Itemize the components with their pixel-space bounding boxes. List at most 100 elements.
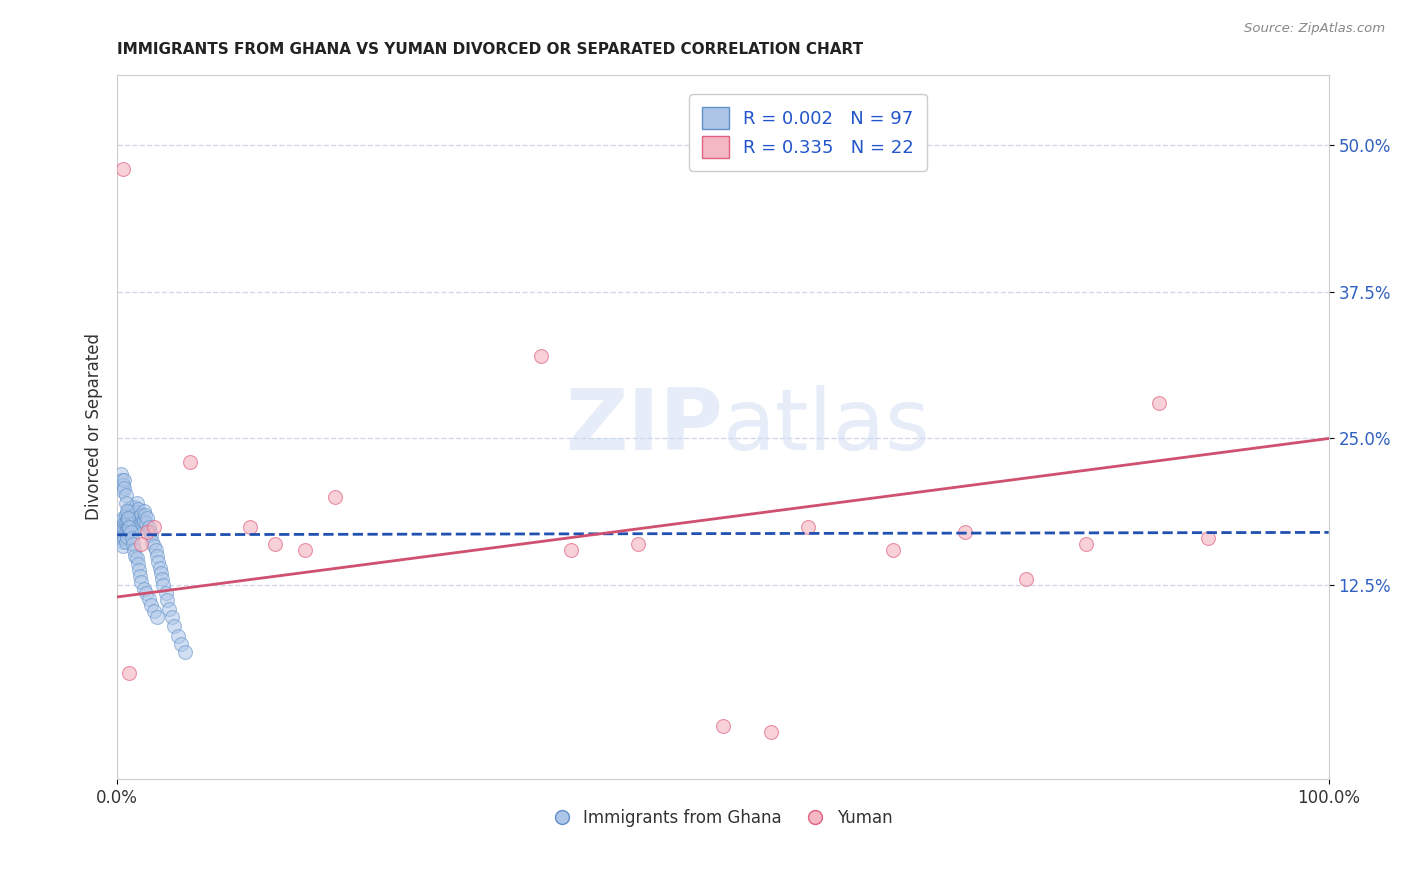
Point — [120, 508, 142, 522]
Point — [157, 601, 180, 615]
Point — [156, 593, 179, 607]
Legend: Immigrants from Ghana, Yuman: Immigrants from Ghana, Yuman — [547, 803, 900, 834]
Point — [118, 504, 141, 518]
Point — [114, 516, 136, 530]
Point — [166, 629, 188, 643]
Point — [239, 519, 262, 533]
Point — [121, 531, 143, 545]
Point — [131, 514, 153, 528]
Point — [761, 725, 783, 739]
Point — [1197, 531, 1219, 545]
Point — [146, 549, 169, 563]
Point — [115, 504, 138, 518]
Point — [294, 543, 316, 558]
Point — [132, 514, 155, 528]
Point — [138, 592, 160, 607]
Point — [131, 516, 153, 530]
Point — [124, 508, 146, 522]
Point — [129, 569, 152, 583]
Point — [125, 551, 148, 566]
Point — [114, 531, 136, 545]
Point — [148, 555, 170, 569]
Point — [170, 637, 193, 651]
Point — [111, 514, 134, 528]
Point — [115, 514, 138, 528]
Point — [1015, 573, 1038, 587]
Point — [114, 473, 136, 487]
Point — [114, 523, 136, 537]
Point — [114, 525, 136, 540]
Point — [146, 610, 169, 624]
Point — [132, 582, 155, 596]
Point — [135, 586, 157, 600]
Point — [627, 537, 650, 551]
Point — [138, 519, 160, 533]
Point — [112, 478, 135, 492]
Point — [111, 473, 134, 487]
Point — [152, 578, 174, 592]
Point — [112, 511, 135, 525]
Point — [114, 496, 136, 510]
Point — [120, 525, 142, 540]
Point — [114, 516, 136, 530]
Point — [1076, 537, 1098, 551]
Point — [174, 645, 197, 659]
Point — [711, 719, 734, 733]
Point — [135, 516, 157, 530]
Text: IMMIGRANTS FROM GHANA VS YUMAN DIVORCED OR SEPARATED CORRELATION CHART: IMMIGRANTS FROM GHANA VS YUMAN DIVORCED … — [117, 42, 863, 57]
Point — [127, 557, 149, 571]
Point — [953, 525, 976, 540]
Point — [139, 598, 162, 612]
Point — [115, 530, 138, 544]
Text: ZIP: ZIP — [565, 385, 723, 468]
Point — [117, 519, 139, 533]
Point — [263, 537, 285, 551]
Point — [131, 537, 153, 551]
Point — [112, 534, 135, 549]
Point — [129, 514, 152, 528]
Point — [122, 543, 145, 558]
Point — [114, 481, 136, 495]
Point — [117, 502, 139, 516]
Point — [142, 519, 165, 533]
Point — [127, 502, 149, 516]
Point — [122, 508, 145, 522]
Point — [134, 508, 156, 522]
Point — [150, 573, 173, 587]
Text: Source: ZipAtlas.com: Source: ZipAtlas.com — [1244, 22, 1385, 36]
Point — [122, 514, 145, 528]
Point — [128, 518, 150, 533]
Point — [149, 560, 172, 574]
Point — [136, 511, 159, 525]
Point — [139, 525, 162, 540]
Point — [118, 514, 141, 528]
Point — [530, 349, 553, 363]
Point — [118, 522, 141, 536]
Point — [122, 516, 145, 530]
Point — [110, 467, 132, 481]
Point — [121, 500, 143, 514]
Point — [112, 519, 135, 533]
Point — [136, 525, 159, 540]
Point — [139, 527, 162, 541]
Point — [125, 496, 148, 510]
Point — [114, 534, 136, 549]
Point — [149, 566, 172, 581]
Point — [112, 484, 135, 499]
Point — [142, 604, 165, 618]
Point — [122, 537, 145, 551]
Point — [155, 586, 177, 600]
Point — [114, 508, 136, 522]
Point — [145, 543, 167, 558]
Point — [120, 516, 142, 530]
Point — [115, 522, 138, 536]
Point — [121, 508, 143, 523]
Point — [108, 519, 131, 533]
Point — [128, 563, 150, 577]
Point — [124, 500, 146, 514]
Point — [112, 527, 135, 541]
Point — [796, 519, 818, 533]
Point — [160, 610, 183, 624]
Point — [141, 534, 163, 549]
Point — [122, 504, 145, 518]
